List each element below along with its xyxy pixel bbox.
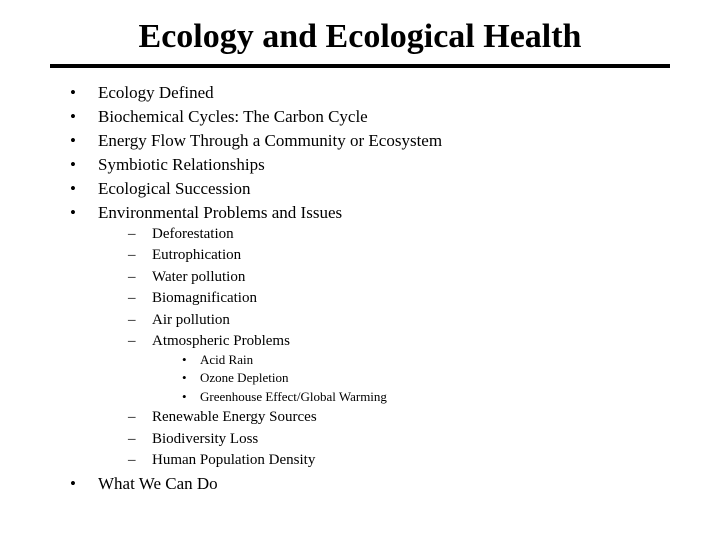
list-item: Eutrophication xyxy=(98,246,680,266)
bullet-list-level1: Ecology Defined Biochemical Cycles: The … xyxy=(40,82,680,495)
list-item: Symbiotic Relationships xyxy=(40,154,680,176)
slide: Ecology and Ecological Health Ecology De… xyxy=(0,0,720,540)
list-item: Ecological Succession xyxy=(40,178,680,200)
list-item: Greenhouse Effect/Global Warming xyxy=(152,389,680,406)
list-item: Acid Rain xyxy=(152,352,680,369)
list-item: Environmental Problems and Issues Defore… xyxy=(40,202,680,470)
list-item-label: Atmospheric Problems xyxy=(152,333,290,349)
list-item: Biochemical Cycles: The Carbon Cycle xyxy=(40,106,680,128)
bullet-list-level3: Acid Rain Ozone Depletion Greenhouse Eff… xyxy=(152,352,680,407)
list-item: Deforestation xyxy=(98,225,680,245)
list-item-label: Environmental Problems and Issues xyxy=(98,203,342,222)
list-item: Human Population Density xyxy=(98,451,680,471)
list-item: Energy Flow Through a Community or Ecosy… xyxy=(40,130,680,152)
list-item: Renewable Energy Sources xyxy=(98,408,680,428)
list-item: Biodiversity Loss xyxy=(98,430,680,450)
list-item: Air pollution xyxy=(98,311,680,331)
list-item: Biomagnification xyxy=(98,289,680,309)
list-item: Ozone Depletion xyxy=(152,370,680,387)
list-item: What We Can Do xyxy=(40,473,680,495)
list-item: Water pollution xyxy=(98,268,680,288)
slide-title: Ecology and Ecological Health xyxy=(50,18,670,68)
bullet-list-level2: Deforestation Eutrophication Water pollu… xyxy=(98,225,680,471)
list-item: Atmospheric Problems Acid Rain Ozone Dep… xyxy=(98,332,680,406)
list-item: Ecology Defined xyxy=(40,82,680,104)
